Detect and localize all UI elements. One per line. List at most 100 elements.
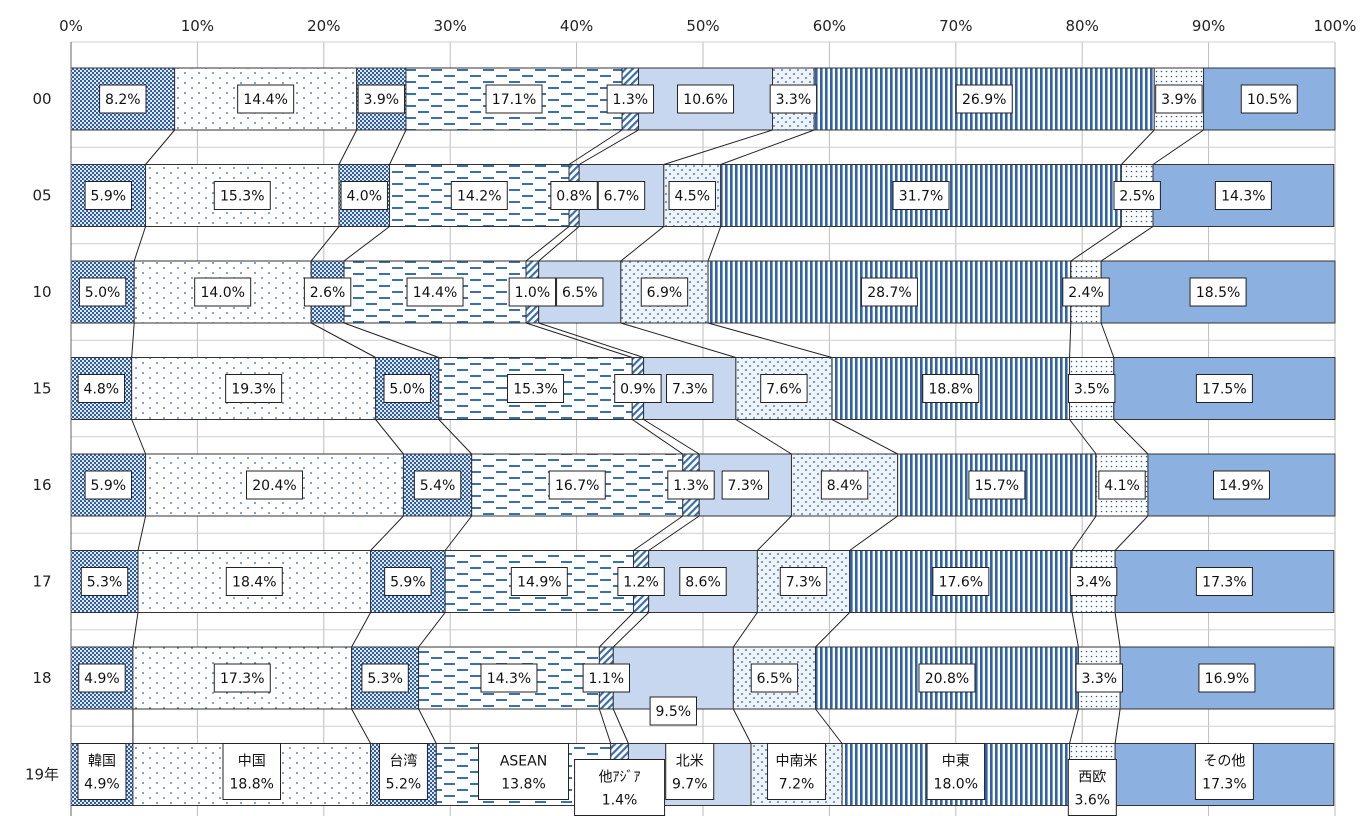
series-name-label: 他ｱｼﾞｱ bbox=[599, 770, 641, 786]
connector-line bbox=[1069, 322, 1072, 358]
data-label: 7.3% bbox=[779, 567, 828, 596]
data-label: 28.7% bbox=[860, 277, 918, 307]
data-label-value: 7.6% bbox=[766, 382, 802, 398]
connector-line bbox=[1114, 515, 1149, 551]
connector-line bbox=[1113, 419, 1149, 455]
data-label-value: 10.6% bbox=[683, 92, 727, 108]
data-label-value: 2.5% bbox=[1119, 189, 1155, 205]
data-label: 1.1% bbox=[582, 663, 631, 693]
data-label-value: 0.8% bbox=[556, 189, 592, 205]
connector-line bbox=[612, 612, 649, 648]
connector-line bbox=[620, 322, 737, 358]
data-label: 17.6% bbox=[932, 567, 990, 596]
data-label: 1.0% bbox=[508, 277, 557, 307]
data-label: 8.4% bbox=[820, 470, 869, 500]
connector-line bbox=[525, 322, 633, 358]
data-label-value: 20.4% bbox=[252, 478, 296, 494]
series-name-label: 韓国 bbox=[88, 754, 116, 770]
row-label: 05 bbox=[32, 187, 51, 205]
data-label: 6.9% bbox=[640, 277, 689, 307]
data-label-value: 16.7% bbox=[555, 478, 599, 494]
row-label: 17 bbox=[32, 573, 51, 591]
data-label: 5.9% bbox=[384, 567, 432, 596]
connector-line bbox=[1071, 612, 1079, 648]
data-label: ASEAN 13.8% bbox=[478, 743, 570, 800]
data-label: 6.7% bbox=[597, 181, 646, 210]
connector-line bbox=[720, 129, 815, 165]
connector-line bbox=[631, 419, 684, 455]
data-label-value: 4.1% bbox=[1104, 478, 1140, 494]
data-label: 中東 18.0% bbox=[926, 743, 986, 800]
data-label: 北米 9.7% bbox=[665, 743, 715, 800]
data-label: 7.6% bbox=[760, 374, 808, 403]
data-label: 中南米 7.2% bbox=[767, 743, 827, 800]
data-label: 5.4% bbox=[413, 470, 462, 500]
data-label: その他 17.3% bbox=[1194, 743, 1254, 800]
data-label: 西欧 3.6% bbox=[1067, 759, 1117, 816]
connector-line bbox=[732, 612, 758, 648]
connector-line bbox=[525, 226, 570, 262]
connector-line bbox=[132, 612, 139, 648]
connector-line bbox=[1152, 129, 1204, 165]
data-label: 6.5% bbox=[750, 663, 799, 693]
data-label-value: 1.2% bbox=[623, 575, 659, 591]
row-label: 10 bbox=[32, 283, 51, 301]
series-name-label: 中東 bbox=[942, 754, 970, 770]
data-label: 3.5% bbox=[1067, 374, 1116, 403]
connector-line bbox=[133, 226, 147, 262]
row-label: 00 bbox=[32, 90, 51, 108]
data-label-value: 28.7% bbox=[867, 285, 911, 301]
series-name-label: 西欧 bbox=[1078, 770, 1106, 786]
connector-line bbox=[145, 129, 176, 165]
data-label: 4.5% bbox=[668, 181, 716, 210]
connector-line bbox=[351, 612, 372, 648]
data-label: 台湾 5.2% bbox=[378, 743, 428, 800]
data-label-value: 17.3% bbox=[220, 671, 264, 687]
data-label: 2.5% bbox=[1113, 181, 1161, 210]
data-label-value: 5.3% bbox=[87, 575, 123, 591]
data-label-value: 10.5% bbox=[1247, 92, 1291, 108]
data-label: 17.1% bbox=[485, 84, 543, 114]
connector-line bbox=[815, 708, 843, 744]
connector-line bbox=[538, 226, 580, 262]
connector-line bbox=[831, 419, 898, 455]
data-label-value: 6.7% bbox=[604, 189, 640, 205]
data-label-value: 2.4% bbox=[1068, 285, 1104, 301]
connector-line bbox=[351, 708, 372, 744]
data-label-value: 18.5% bbox=[1196, 285, 1240, 301]
data-label: 1.2% bbox=[617, 567, 665, 596]
data-label: 他ｱｼﾞｱ 1.4% bbox=[574, 759, 666, 816]
data-label-value: 5.0% bbox=[389, 382, 425, 398]
connector-line bbox=[370, 515, 404, 551]
data-label-value: 15.3% bbox=[220, 189, 264, 205]
connector-line bbox=[438, 419, 473, 455]
x-tick-label: 30% bbox=[434, 17, 467, 35]
data-label-value: 5.9% bbox=[390, 575, 426, 591]
data-label-value: 0.9% bbox=[620, 382, 656, 398]
connector-line bbox=[620, 226, 665, 262]
data-label: 1.3% bbox=[667, 470, 715, 500]
data-label: 1.3% bbox=[606, 84, 655, 114]
data-label: 17.5% bbox=[1195, 374, 1253, 403]
series-name-label: 中国 bbox=[238, 754, 266, 770]
data-label-value: 14.2% bbox=[457, 189, 501, 205]
connector-line bbox=[1121, 129, 1155, 165]
x-tick-label: 20% bbox=[307, 17, 340, 35]
data-label-value: 17.1% bbox=[492, 92, 536, 108]
data-label-value: 14.9% bbox=[1219, 478, 1263, 494]
data-label: 3.3% bbox=[769, 84, 818, 114]
data-label: 3.4% bbox=[1069, 567, 1118, 596]
data-label: 3.9% bbox=[357, 84, 406, 114]
data-label-value: 4.0% bbox=[346, 189, 382, 205]
data-label-value: 5.2% bbox=[386, 777, 422, 793]
x-tick-label: 60% bbox=[813, 17, 846, 35]
connector-line bbox=[633, 515, 684, 551]
series-name-label: 北米 bbox=[676, 754, 704, 770]
connector-line bbox=[707, 322, 833, 358]
data-label: 14.3% bbox=[480, 663, 538, 693]
x-tick-label: 80% bbox=[1066, 17, 1099, 35]
row-label: 18 bbox=[32, 669, 51, 687]
data-label: 5.9% bbox=[84, 470, 132, 500]
data-label: 19.3% bbox=[225, 374, 283, 403]
